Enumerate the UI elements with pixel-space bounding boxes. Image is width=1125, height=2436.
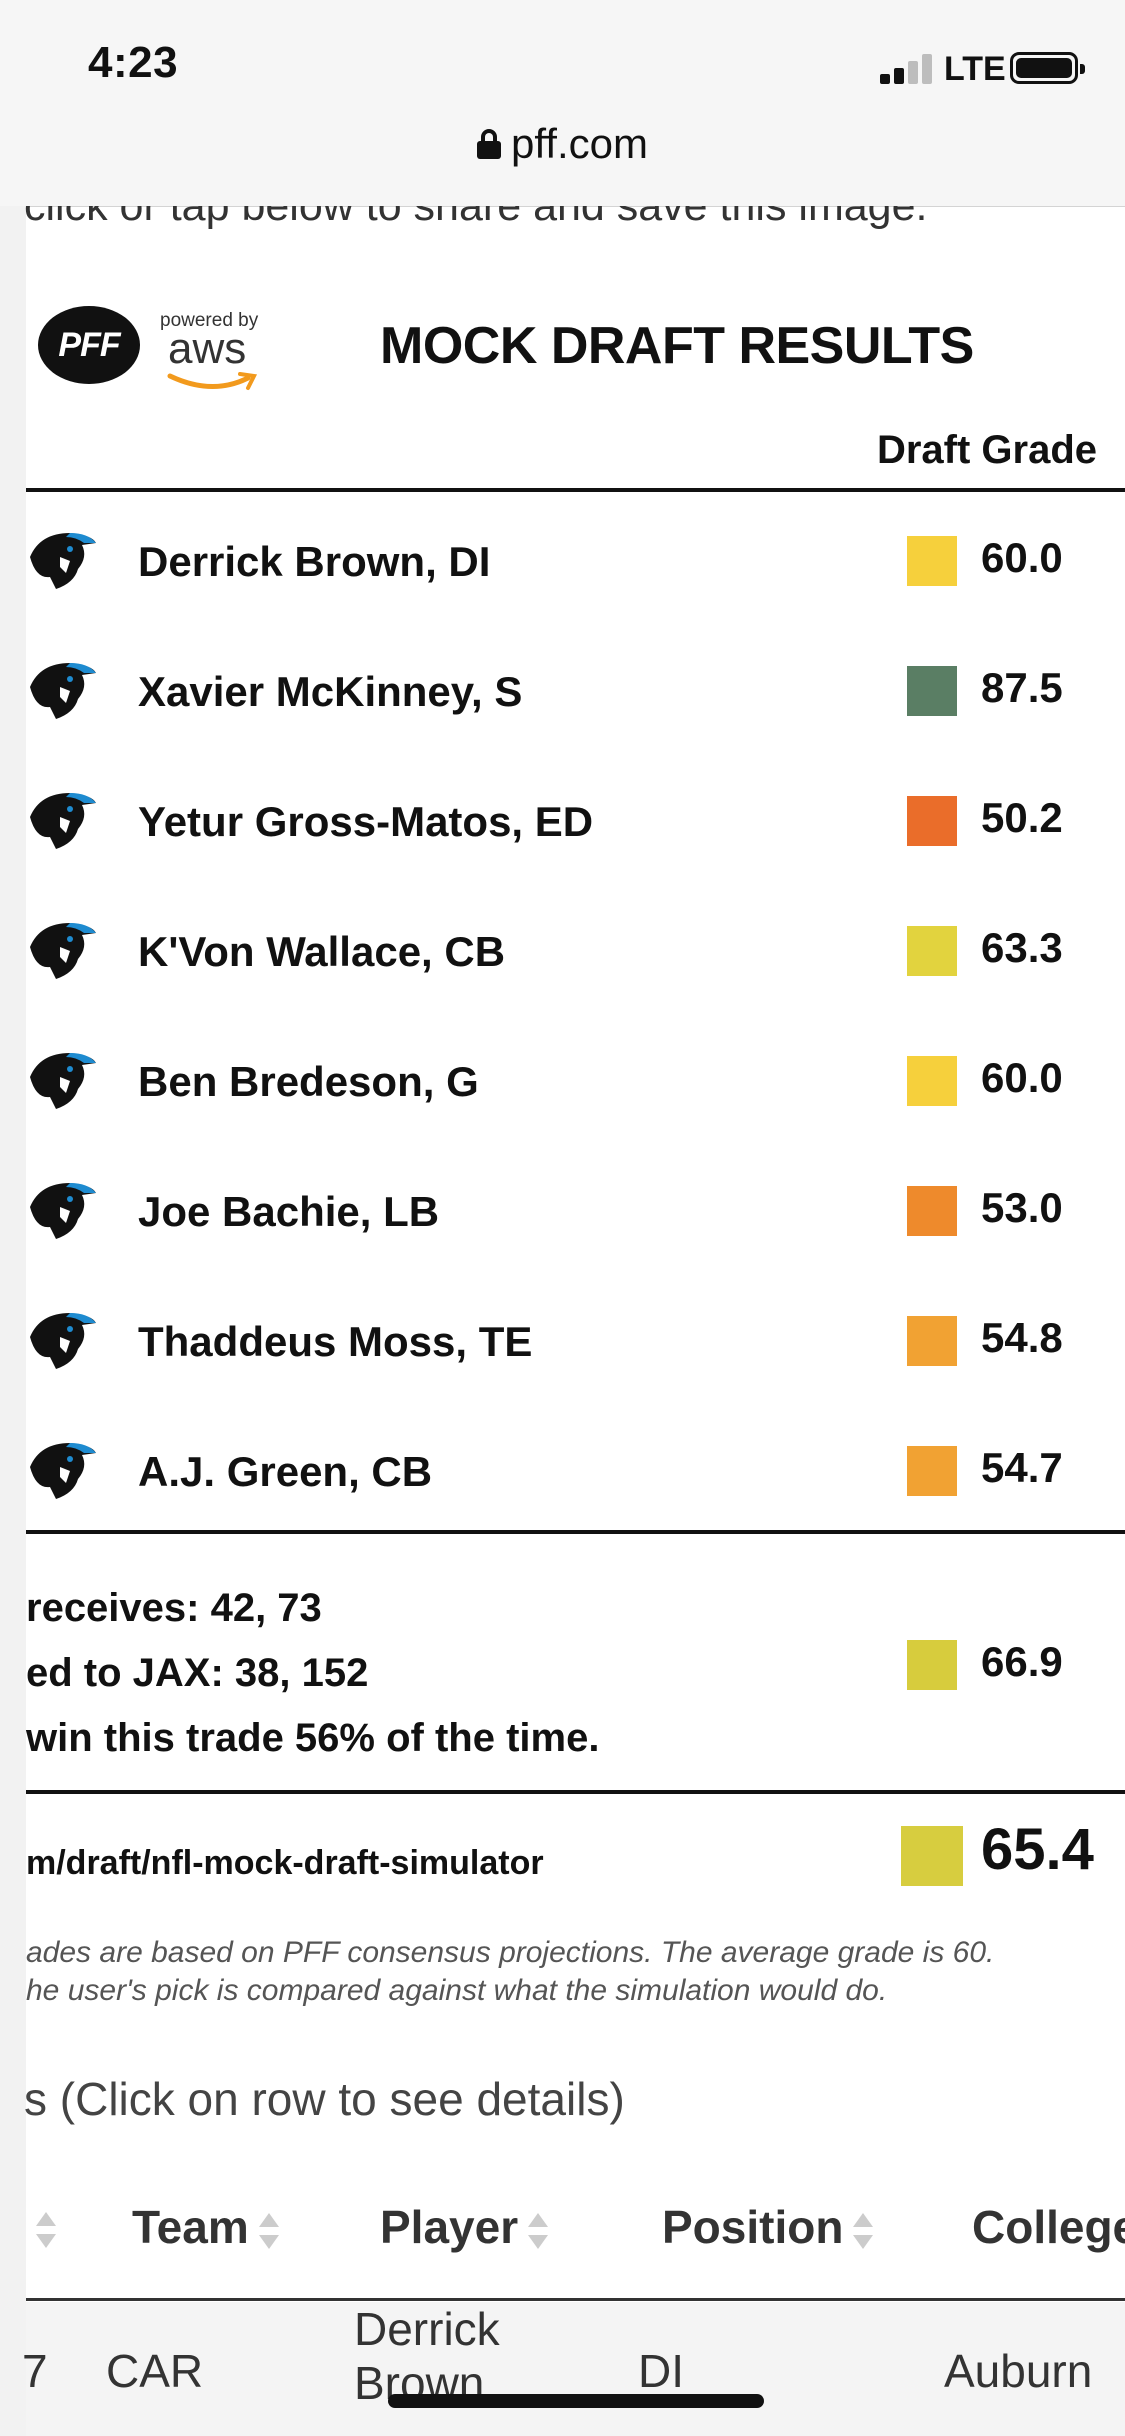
pick-row: Ben Bredeson, G 60.0 — [26, 1016, 1125, 1146]
grade-footnote: ades are based on PFF consensus projecti… — [26, 1934, 994, 2010]
page-content: click or tap below to share and save thi… — [0, 206, 1125, 2436]
player-name: Xavier McKinney, S — [138, 668, 523, 715]
divider — [26, 488, 1125, 492]
grade-swatch — [907, 796, 957, 846]
cell-team: CAR — [106, 2345, 204, 2397]
player-grade: 53.0 — [981, 1184, 1063, 1231]
player-name: A.J. Green, CB — [138, 1448, 433, 1495]
pick-row: Thaddeus Moss, TE 54.8 — [26, 1276, 1125, 1406]
player-name: Derrick Brown, DI — [138, 538, 491, 585]
grade-swatch — [907, 1186, 957, 1236]
battery-icon — [1010, 52, 1085, 84]
pick-row: Derrick Brown, DI 60.0 — [26, 496, 1125, 626]
divider — [26, 1530, 1125, 1534]
grade-swatch — [907, 1446, 957, 1496]
pick-row: A.J. Green, CB 54.7 — [26, 1406, 1125, 1536]
cell-college: Auburn — [944, 2345, 1093, 2397]
panthers-logo-icon — [26, 1177, 98, 1243]
player-grade: 87.5 — [981, 664, 1063, 711]
player-name: Yetur Gross-Matos, ED — [138, 798, 594, 845]
grade-swatch — [907, 1316, 957, 1366]
player-grade: 54.8 — [981, 1314, 1063, 1361]
share-instruction: click or tap below to share and save thi… — [24, 206, 928, 230]
trade-receives: receives: 42, 73 — [26, 1586, 322, 1630]
panthers-logo-icon — [26, 1307, 98, 1373]
trade-win-rate: win this trade 56% of the time. — [26, 1716, 600, 1760]
pick-row: Joe Bachie, LB 53.0 — [26, 1146, 1125, 1276]
grade-swatch — [907, 926, 957, 976]
trade-grade-swatch — [907, 1640, 957, 1690]
grade-swatch — [907, 666, 957, 716]
panthers-logo-icon — [26, 787, 98, 853]
lock-icon — [477, 129, 502, 159]
table-divider — [26, 2298, 1125, 2301]
grade-swatch — [907, 536, 957, 586]
sort-icon — [853, 2212, 874, 2249]
cell-player-line: Derrick — [354, 2303, 500, 2355]
player-grade: 60.0 — [981, 1054, 1063, 1101]
sort-icon — [258, 2212, 279, 2249]
aws-logo: aws — [168, 324, 247, 373]
overall-grade: 65.4 — [981, 1817, 1094, 1882]
header-label: Position — [662, 2201, 844, 2253]
home-indicator[interactable] — [388, 2394, 764, 2408]
browser-top-bar: 4:23 LTE pff.com — [0, 0, 1125, 207]
column-header-player[interactable]: Player — [380, 2200, 549, 2254]
player-name: Ben Bredeson, G — [138, 1058, 479, 1105]
player-name: Thaddeus Moss, TE — [138, 1318, 533, 1365]
table-row[interactable]: 7 CAR Derrick Brown DI Auburn — [22, 2302, 1125, 2436]
sort-icon — [528, 2212, 549, 2249]
player-grade: 63.3 — [981, 924, 1063, 971]
pff-logo: PFF — [38, 306, 140, 384]
column-header-position[interactable]: Position — [662, 2200, 874, 2254]
trade-summary: receives: 42, 73 ed to JAX: 38, 152 win … — [26, 1576, 599, 1771]
address-bar[interactable]: pff.com — [0, 120, 1125, 168]
details-heading: s (Click on row to see details) — [24, 2073, 625, 2125]
header-label: Player — [380, 2201, 519, 2253]
divider — [26, 1790, 1125, 1794]
powered-by-label: powered by — [160, 310, 259, 331]
network-label: LTE — [944, 50, 1006, 88]
header-label: College — [972, 2201, 1125, 2253]
panthers-logo-icon — [26, 1047, 98, 1113]
pick-row: Xavier McKinney, S 87.5 — [26, 626, 1125, 756]
signal-icon — [880, 52, 936, 84]
panthers-logo-icon — [26, 657, 98, 723]
draft-grade-header: Draft Grade — [876, 428, 1097, 472]
cell-position: DI — [638, 2345, 684, 2397]
panthers-logo-icon — [26, 527, 98, 593]
header-label: Team — [132, 2201, 249, 2253]
player-grade: 50.2 — [981, 794, 1063, 841]
sort-icon[interactable] — [36, 2212, 56, 2248]
footnote-line: he user's pick is compared against what … — [26, 1974, 888, 2007]
pick-row: Yetur Gross-Matos, ED 50.2 — [26, 756, 1125, 886]
page-title: MOCK DRAFT RESULTS — [380, 317, 974, 375]
trade-grade: 66.9 — [981, 1638, 1063, 1685]
aws-smile-icon — [167, 372, 258, 390]
overall-grade-swatch — [901, 1826, 963, 1886]
trade-sent: ed to JAX: 38, 152 — [26, 1651, 369, 1695]
panthers-logo-icon — [26, 1437, 98, 1503]
status-time: 4:23 — [88, 38, 179, 87]
player-grade: 60.0 — [981, 534, 1063, 581]
column-header-college[interactable]: College — [972, 2200, 1125, 2254]
page-edge — [0, 206, 26, 2436]
simulator-link[interactable]: m/draft/nfl-mock-draft-simulator — [26, 1844, 544, 1882]
player-name: Joe Bachie, LB — [138, 1188, 440, 1235]
panthers-logo-icon — [26, 917, 98, 983]
column-header-team[interactable]: Team — [132, 2200, 279, 2254]
grade-swatch — [907, 1056, 957, 1106]
footnote-line: ades are based on PFF consensus projecti… — [26, 1936, 995, 1969]
pick-row: K'Von Wallace, CB 63.3 — [26, 886, 1125, 1016]
cell-pick: 7 — [22, 2345, 48, 2397]
player-name: K'Von Wallace, CB — [138, 928, 506, 975]
url-text: pff.com — [511, 120, 648, 167]
player-grade: 54.7 — [981, 1444, 1063, 1491]
